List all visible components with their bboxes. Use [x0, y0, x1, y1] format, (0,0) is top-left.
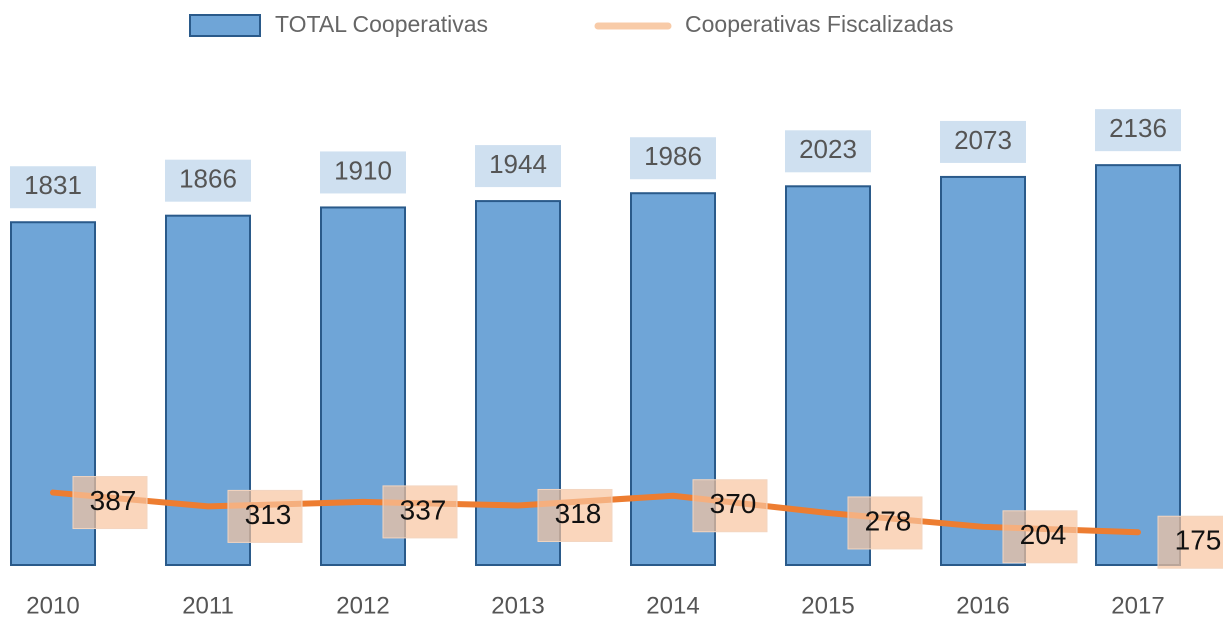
bar — [940, 175, 1026, 567]
data-label-box — [785, 130, 871, 173]
data-label-box — [72, 476, 148, 530]
data-label: 1831 — [24, 170, 82, 200]
data-label-box — [1095, 109, 1181, 152]
data-label-box — [630, 137, 716, 180]
data-label-box — [10, 166, 96, 209]
x-tick-label: 2016 — [956, 592, 1009, 619]
bar — [1095, 164, 1181, 566]
data-label: 2073 — [954, 125, 1012, 155]
data-label-box — [227, 489, 303, 543]
data-label-box — [320, 151, 406, 194]
x-tick-label: 2017 — [1111, 592, 1164, 619]
legend-label: Cooperativas Fiscalizadas — [685, 11, 953, 37]
data-label: 1866 — [179, 164, 237, 194]
data-label-box — [537, 488, 613, 542]
x-tick-label: 2011 — [182, 592, 234, 619]
legend-label: TOTAL Cooperativas — [275, 11, 488, 37]
x-tick-label: 2015 — [801, 592, 854, 619]
data-label-box — [847, 496, 923, 550]
data-label: 387 — [90, 485, 137, 516]
bar — [785, 185, 871, 566]
data-label: 2136 — [1109, 113, 1167, 143]
data-label: 204 — [1020, 519, 1067, 550]
data-label: 370 — [710, 488, 757, 519]
data-label: 175 — [1175, 525, 1222, 556]
data-label-box — [1002, 510, 1078, 564]
data-label-box — [692, 479, 768, 533]
data-label-box — [1157, 515, 1223, 569]
data-label: 337 — [400, 494, 447, 525]
x-tick-label: 2014 — [646, 592, 699, 619]
data-label: 278 — [865, 505, 912, 536]
data-label-box — [940, 120, 1026, 163]
data-label-box — [382, 485, 458, 539]
data-label-box — [165, 159, 251, 202]
data-label: 313 — [245, 499, 292, 530]
data-label-box — [475, 145, 561, 188]
data-label: 1986 — [644, 141, 702, 171]
data-label: 1910 — [334, 155, 392, 185]
data-label: 1944 — [489, 149, 547, 179]
data-label: 2023 — [799, 134, 857, 164]
x-tick-label: 2010 — [26, 592, 79, 619]
x-tick-label: 2012 — [336, 592, 389, 619]
data-label: 318 — [555, 498, 602, 529]
x-tick-label: 2013 — [491, 592, 544, 619]
legend-swatch — [189, 14, 261, 37]
